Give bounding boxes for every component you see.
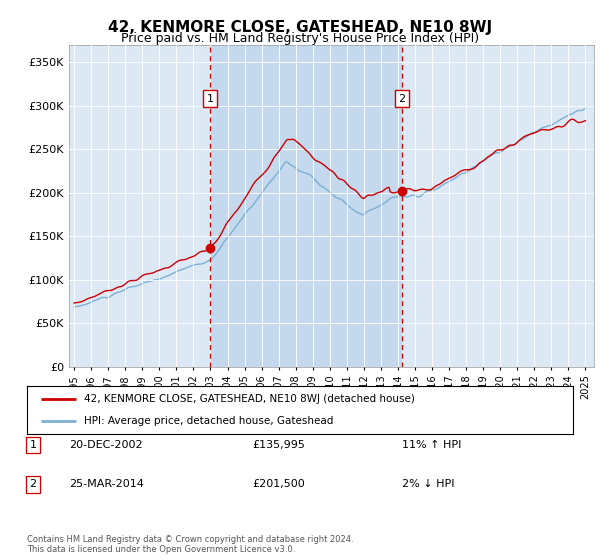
- Text: 11% ↑ HPI: 11% ↑ HPI: [402, 440, 461, 450]
- Text: 2: 2: [398, 94, 406, 104]
- Text: HPI: Average price, detached house, Gateshead: HPI: Average price, detached house, Gate…: [85, 416, 334, 426]
- Text: 1: 1: [29, 440, 37, 450]
- Text: 42, KENMORE CLOSE, GATESHEAD, NE10 8WJ: 42, KENMORE CLOSE, GATESHEAD, NE10 8WJ: [108, 20, 492, 35]
- Text: £135,995: £135,995: [252, 440, 305, 450]
- Text: 2% ↓ HPI: 2% ↓ HPI: [402, 479, 455, 489]
- Text: £201,500: £201,500: [252, 479, 305, 489]
- Text: Contains HM Land Registry data © Crown copyright and database right 2024.
This d: Contains HM Land Registry data © Crown c…: [27, 535, 353, 554]
- Bar: [210, 45, 402, 367]
- Text: 25-MAR-2014: 25-MAR-2014: [69, 479, 144, 489]
- Text: 20-DEC-2002: 20-DEC-2002: [69, 440, 143, 450]
- Text: 1: 1: [206, 94, 214, 104]
- Text: 42, KENMORE CLOSE, GATESHEAD, NE10 8WJ (detached house): 42, KENMORE CLOSE, GATESHEAD, NE10 8WJ (…: [85, 394, 415, 404]
- Text: 2: 2: [29, 479, 37, 489]
- Text: Price paid vs. HM Land Registry's House Price Index (HPI): Price paid vs. HM Land Registry's House …: [121, 32, 479, 45]
